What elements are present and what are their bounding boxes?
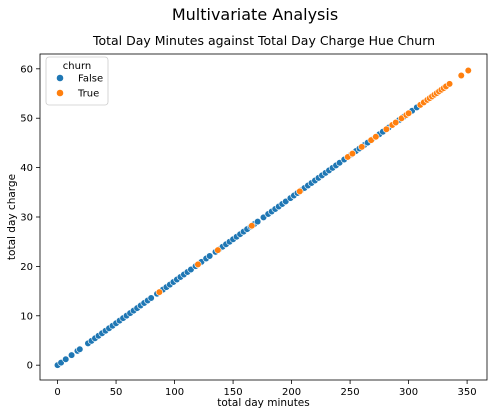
legend-marker-true — [56, 89, 64, 97]
x-tick-label: 150 — [224, 387, 243, 398]
y-tick-label: 20 — [20, 262, 33, 273]
y-tick-label: 40 — [20, 163, 33, 174]
point-false — [67, 351, 76, 359]
chart-title: Total Day Minutes against Total Day Char… — [92, 33, 435, 48]
y-tick-label: 60 — [20, 64, 33, 75]
point-true — [214, 246, 222, 254]
point-true — [348, 149, 357, 158]
legend-label-false: False — [78, 74, 103, 85]
y-axis-label: total day charge — [6, 174, 18, 260]
point-true — [358, 143, 366, 151]
point-true — [457, 71, 465, 80]
legend: churn False True — [45, 56, 109, 106]
x-tick-label: 100 — [165, 387, 184, 398]
point-true — [296, 187, 304, 195]
point-false — [76, 345, 84, 353]
y-tick-label: 10 — [20, 311, 33, 322]
y-tick-label: 30 — [20, 213, 33, 224]
y-tick-label: 0 — [27, 361, 33, 372]
x-tick-label: 50 — [110, 387, 123, 398]
point-false — [254, 217, 262, 226]
point-true — [464, 66, 472, 75]
y-axis-ticks: 0 10 20 30 40 50 60 — [20, 64, 40, 372]
scatter-points — [53, 66, 472, 369]
legend-title: churn — [63, 61, 91, 72]
x-tick-label: 250 — [341, 387, 360, 398]
x-tick-label: 300 — [399, 387, 418, 398]
legend-label-true: True — [77, 89, 99, 100]
x-tick-label: 350 — [458, 387, 477, 398]
x-tick-label: 0 — [54, 387, 60, 398]
point-true — [372, 133, 380, 141]
point-true — [155, 288, 163, 296]
point-false — [147, 294, 155, 302]
x-axis-label: total day minutes — [217, 397, 310, 409]
point-true — [445, 80, 454, 88]
x-axis-ticks: 0 50 100 150 200 250 300 350 — [54, 380, 477, 398]
point-true — [382, 125, 390, 133]
point-true — [405, 109, 413, 117]
y-tick-label: 50 — [20, 114, 33, 125]
point-false — [206, 252, 214, 260]
point-true — [392, 118, 400, 127]
legend-marker-false — [56, 74, 64, 82]
x-tick-label: 200 — [282, 387, 301, 398]
point-true — [248, 222, 256, 230]
figure-suptitle: Multivariate Analysis — [172, 5, 338, 24]
point-false — [62, 355, 70, 363]
point-true — [194, 260, 202, 269]
